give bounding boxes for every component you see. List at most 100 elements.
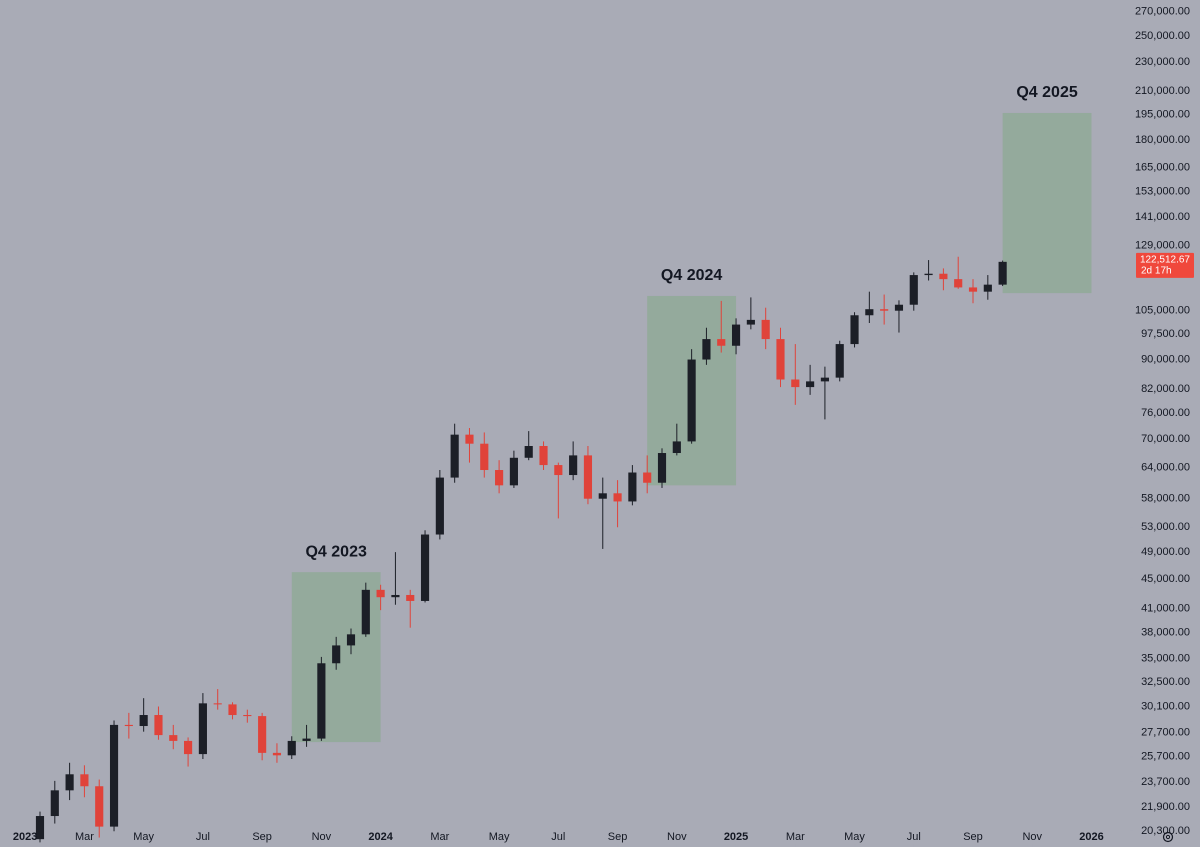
candle-body bbox=[968, 287, 978, 292]
candle bbox=[731, 318, 741, 355]
last-price-label: 122,512.67 bbox=[1140, 254, 1190, 265]
y-tick-label: 27,700.00 bbox=[1141, 727, 1190, 739]
candle-body bbox=[154, 715, 163, 736]
candle-body bbox=[509, 457, 518, 486]
last-price-badge bbox=[1136, 252, 1194, 278]
candle-body bbox=[657, 453, 667, 483]
candle bbox=[124, 712, 133, 739]
x-tick-label: May bbox=[133, 831, 154, 843]
candle bbox=[480, 432, 489, 478]
y-tick-label: 90,000.00 bbox=[1141, 353, 1190, 365]
candle-body bbox=[820, 377, 829, 382]
candle bbox=[983, 275, 992, 300]
candle bbox=[80, 765, 89, 798]
candle-body bbox=[450, 434, 459, 478]
candle bbox=[583, 446, 593, 505]
y-tick-label: 230,000.00 bbox=[1135, 56, 1190, 68]
candle-body bbox=[376, 589, 385, 598]
y-tick-label: 105,000.00 bbox=[1135, 305, 1190, 317]
y-tick-label: 141,000.00 bbox=[1135, 211, 1190, 223]
candle bbox=[50, 780, 59, 824]
y-tick-label: 97,500.00 bbox=[1141, 328, 1190, 340]
candle bbox=[880, 294, 889, 325]
candle bbox=[406, 589, 415, 628]
candle-body bbox=[228, 704, 237, 716]
candle bbox=[702, 327, 711, 365]
candle bbox=[554, 462, 563, 519]
candle bbox=[272, 743, 282, 763]
candle bbox=[228, 702, 237, 720]
candle-body bbox=[865, 309, 874, 316]
candle bbox=[184, 737, 193, 767]
x-tick-label: Mar bbox=[430, 831, 449, 843]
candle-body bbox=[731, 324, 741, 346]
candle-body bbox=[909, 275, 918, 305]
settings-gear[interactable] bbox=[1162, 831, 1174, 843]
y-tick-label: 53,000.00 bbox=[1141, 521, 1190, 533]
candle-body bbox=[435, 477, 444, 535]
y-tick-label: 210,000.00 bbox=[1135, 85, 1190, 97]
candle bbox=[776, 327, 785, 388]
candle-body bbox=[939, 273, 948, 280]
countdown-label: 2d 17h bbox=[1141, 265, 1172, 276]
x-tick-label: May bbox=[844, 831, 865, 843]
candle bbox=[139, 698, 148, 732]
candle-body bbox=[998, 261, 1007, 285]
candle-body bbox=[613, 493, 622, 502]
candle bbox=[850, 312, 859, 348]
candle bbox=[346, 628, 356, 655]
candle-body bbox=[213, 703, 222, 705]
x-tick-label: Sep bbox=[608, 831, 628, 843]
candle-body bbox=[346, 634, 356, 646]
y-tick-label: 64,000.00 bbox=[1141, 461, 1190, 473]
candle bbox=[287, 736, 296, 760]
candle-body bbox=[672, 441, 681, 454]
x-tick-label: Sep bbox=[963, 831, 983, 843]
y-tick-label: 32,500.00 bbox=[1141, 676, 1190, 688]
candle-body bbox=[287, 740, 296, 756]
x-tick-label: Mar bbox=[786, 831, 805, 843]
x-tick-label: Nov bbox=[1022, 831, 1042, 843]
candle-body bbox=[480, 443, 489, 471]
candle bbox=[820, 366, 829, 420]
candle-body bbox=[420, 534, 430, 601]
candle bbox=[672, 423, 681, 456]
candle-body bbox=[95, 786, 104, 827]
candle bbox=[865, 291, 874, 324]
candle-body bbox=[272, 752, 282, 756]
candle-body bbox=[539, 446, 548, 466]
candle bbox=[687, 349, 696, 444]
candle bbox=[924, 260, 933, 281]
candle bbox=[761, 307, 770, 350]
settings-gear-hub[interactable] bbox=[1165, 834, 1171, 840]
candle bbox=[332, 636, 341, 670]
candle bbox=[791, 344, 800, 405]
settings-icon[interactable] bbox=[1162, 831, 1174, 843]
annotation-label: Q4 2024 bbox=[661, 267, 722, 284]
candle bbox=[435, 470, 444, 540]
candle-body bbox=[643, 472, 652, 483]
candle bbox=[894, 300, 904, 333]
candle-body bbox=[169, 735, 178, 741]
candle-body bbox=[687, 359, 696, 442]
y-tick-label: 30,100.00 bbox=[1141, 700, 1190, 712]
y-tick-label: 129,000.00 bbox=[1135, 239, 1190, 251]
candle-body bbox=[598, 493, 607, 499]
x-tick-label: 2026 bbox=[1079, 831, 1103, 843]
candle bbox=[657, 448, 667, 488]
y-tick-label: 165,000.00 bbox=[1135, 161, 1190, 173]
annotation-label: Q4 2025 bbox=[1016, 84, 1077, 101]
candle-body bbox=[406, 594, 415, 601]
candle-body bbox=[717, 339, 726, 346]
candle bbox=[302, 724, 311, 747]
candle bbox=[835, 340, 844, 382]
candle-body bbox=[761, 319, 770, 340]
y-tick-label: 250,000.00 bbox=[1135, 30, 1190, 42]
candle bbox=[317, 656, 326, 741]
x-tick-label: Nov bbox=[312, 831, 332, 843]
candle-body bbox=[495, 470, 504, 486]
candle bbox=[746, 297, 755, 330]
